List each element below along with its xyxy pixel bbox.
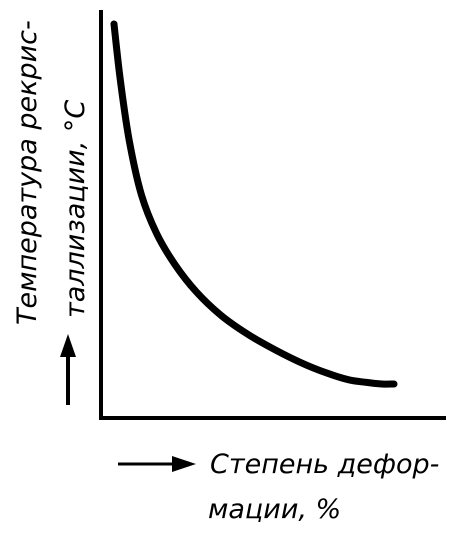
x-axis-label-line1: Степень дефор- xyxy=(210,449,439,480)
x-axis-label-line2: мации, % xyxy=(208,494,341,525)
y-axis-label-line1: Температура рекрис- xyxy=(12,20,43,325)
y-axis-label-line2: таллизации, °С xyxy=(60,100,91,318)
data-curve xyxy=(110,20,398,388)
x-arrow-icon xyxy=(118,456,196,472)
y-arrow-icon xyxy=(60,334,76,405)
